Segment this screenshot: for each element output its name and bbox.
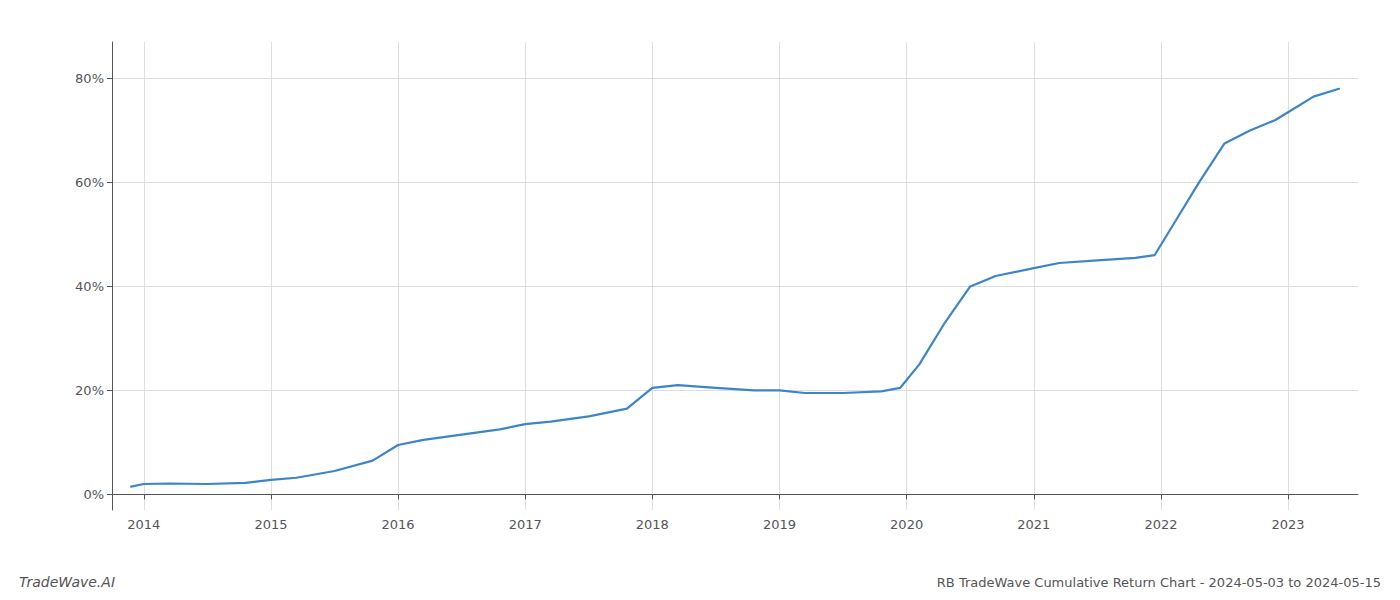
svg-text:TradeWave.AI: TradeWave.AI [19, 574, 115, 590]
svg-text:0%: 0% [83, 487, 104, 502]
svg-text:2020: 2020 [890, 517, 923, 532]
svg-text:2023: 2023 [1272, 517, 1305, 532]
svg-text:2017: 2017 [509, 517, 542, 532]
svg-text:2021: 2021 [1017, 517, 1050, 532]
svg-text:80%: 80% [75, 71, 104, 86]
svg-text:40%: 40% [75, 279, 104, 294]
svg-text:2022: 2022 [1144, 517, 1177, 532]
svg-text:2015: 2015 [254, 517, 287, 532]
svg-text:20%: 20% [75, 383, 104, 398]
svg-text:2018: 2018 [636, 517, 669, 532]
svg-text:2019: 2019 [763, 517, 796, 532]
svg-text:2014: 2014 [127, 517, 160, 532]
svg-text:RB TradeWave Cumulative Return: RB TradeWave Cumulative Return Chart - 2… [937, 575, 1381, 590]
svg-text:60%: 60% [75, 175, 104, 190]
svg-text:2016: 2016 [382, 517, 415, 532]
